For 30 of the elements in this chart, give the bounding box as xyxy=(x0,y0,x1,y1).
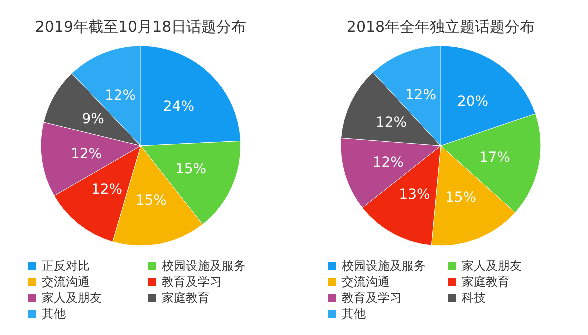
legend-label: 家庭教育 xyxy=(462,275,510,290)
legend-label: 家人及朋友 xyxy=(462,259,522,274)
data-label: 12% xyxy=(70,146,102,163)
data-label: 12% xyxy=(376,114,408,131)
legend-label: 科技 xyxy=(462,291,486,306)
data-label: 12% xyxy=(104,88,136,104)
data-label: 17% xyxy=(479,150,510,166)
data-label: 12% xyxy=(372,154,404,171)
data-label: 12% xyxy=(405,88,437,104)
legend-label: 交流沟通 xyxy=(42,275,90,290)
legend-label: 家人及朋友 xyxy=(42,291,102,306)
chart-title: 2019年截至10月18日话题分布 xyxy=(35,18,247,36)
data-label: 20% xyxy=(457,94,489,110)
legend-label: 家庭教育 xyxy=(162,291,210,306)
data-label: 15% xyxy=(175,162,207,178)
legend-label: 校园设施及服务 xyxy=(341,259,426,274)
legend-label: 其他 xyxy=(342,307,366,322)
legend-label: 教育及学习 xyxy=(162,275,222,290)
data-label: 13% xyxy=(399,187,430,204)
data-label: 12% xyxy=(91,182,123,198)
legend-label: 校园设施及服务 xyxy=(161,259,246,274)
data-label: 15% xyxy=(445,190,477,206)
data-label: 9% xyxy=(82,111,104,128)
legend-label: 教育及学习 xyxy=(342,291,402,306)
data-label: 24% xyxy=(163,99,195,116)
data-label: 15% xyxy=(136,192,167,209)
legend-label: 其他 xyxy=(42,307,66,322)
chart-title: 2018年全年独立题话题分布 xyxy=(346,18,536,36)
legend-label: 正反对比 xyxy=(42,259,90,274)
legend-label: 交流沟通 xyxy=(342,275,390,290)
